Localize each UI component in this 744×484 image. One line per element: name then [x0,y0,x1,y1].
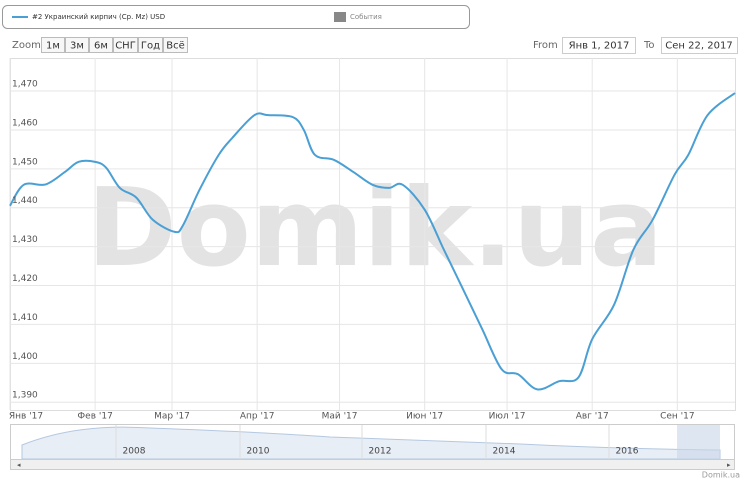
x-tick-label: Авг '17 [576,412,609,422]
events-label[interactable]: События [350,13,382,21]
scroll-right[interactable]: ▸ [727,461,731,469]
navigator-label: 2016 [616,447,639,457]
zoom-button[interactable] [41,37,65,53]
from-input[interactable] [562,37,636,54]
y-tick-label: 1,430 [12,235,38,245]
zoom-button[interactable] [89,37,113,53]
scroll-left[interactable]: ◂ [17,461,21,469]
x-tick-label: Янв '17 [9,412,43,422]
zoom-button-label: 6м [94,41,108,52]
zoom-button[interactable] [163,37,188,53]
credit[interactable]: Domik.ua [702,471,740,480]
x-tick-label: Май '17 [322,412,358,422]
legend-box [2,5,470,29]
zoom-button-label: Год [141,41,160,52]
y-tick-label: 1,420 [12,274,38,284]
y-tick-label: 1,400 [12,352,38,362]
zoom-button[interactable] [138,37,163,53]
zoom-button-label: 3м [70,41,84,52]
navigator-label: 2014 [493,447,516,457]
zoom-button-label: Всё [166,41,185,52]
events-swatch [334,12,346,22]
legend-label[interactable]: #2 Украинский кирпич (Ср. Мz) USD [32,13,165,21]
navigator-label: 2012 [369,447,392,457]
y-tick-label: 1,470 [12,80,38,90]
zoom-button[interactable] [65,37,89,53]
y-tick-label: 1,440 [12,196,38,206]
y-tick-label: 1,450 [12,157,38,167]
x-tick-label: Сен '17 [660,412,695,422]
y-tick-label: 1,390 [12,391,38,401]
y-tick-label: 1,460 [12,118,38,128]
x-tick-label: Апр '17 [240,412,275,422]
x-tick-label: Июл '17 [489,412,526,422]
zoom-button-label: 1м [46,41,60,52]
navigator-area [21,426,721,460]
scrollbar[interactable] [10,459,735,470]
data-line [9,92,736,391]
to-input[interactable] [661,37,738,54]
zoom-label: Zoom [12,40,41,51]
from-label: From [533,40,558,51]
from-value: Янв 1, 2017 [569,41,630,52]
to-label: To [643,40,655,51]
watermark: Domik.ua [87,166,663,291]
y-tick-label: 1,410 [12,313,38,323]
navigator-label: 2008 [123,447,146,457]
navigator-window[interactable] [677,425,720,460]
x-tick-label: Мар '17 [154,412,190,422]
zoom-button[interactable] [113,37,138,53]
x-tick-label: Июн '17 [406,412,443,422]
x-tick-label: Фев '17 [77,412,112,422]
to-value: Сен 22, 2017 [665,41,732,52]
navigator-label: 2010 [247,447,270,457]
zoom-button-label: СНГ [115,41,136,52]
